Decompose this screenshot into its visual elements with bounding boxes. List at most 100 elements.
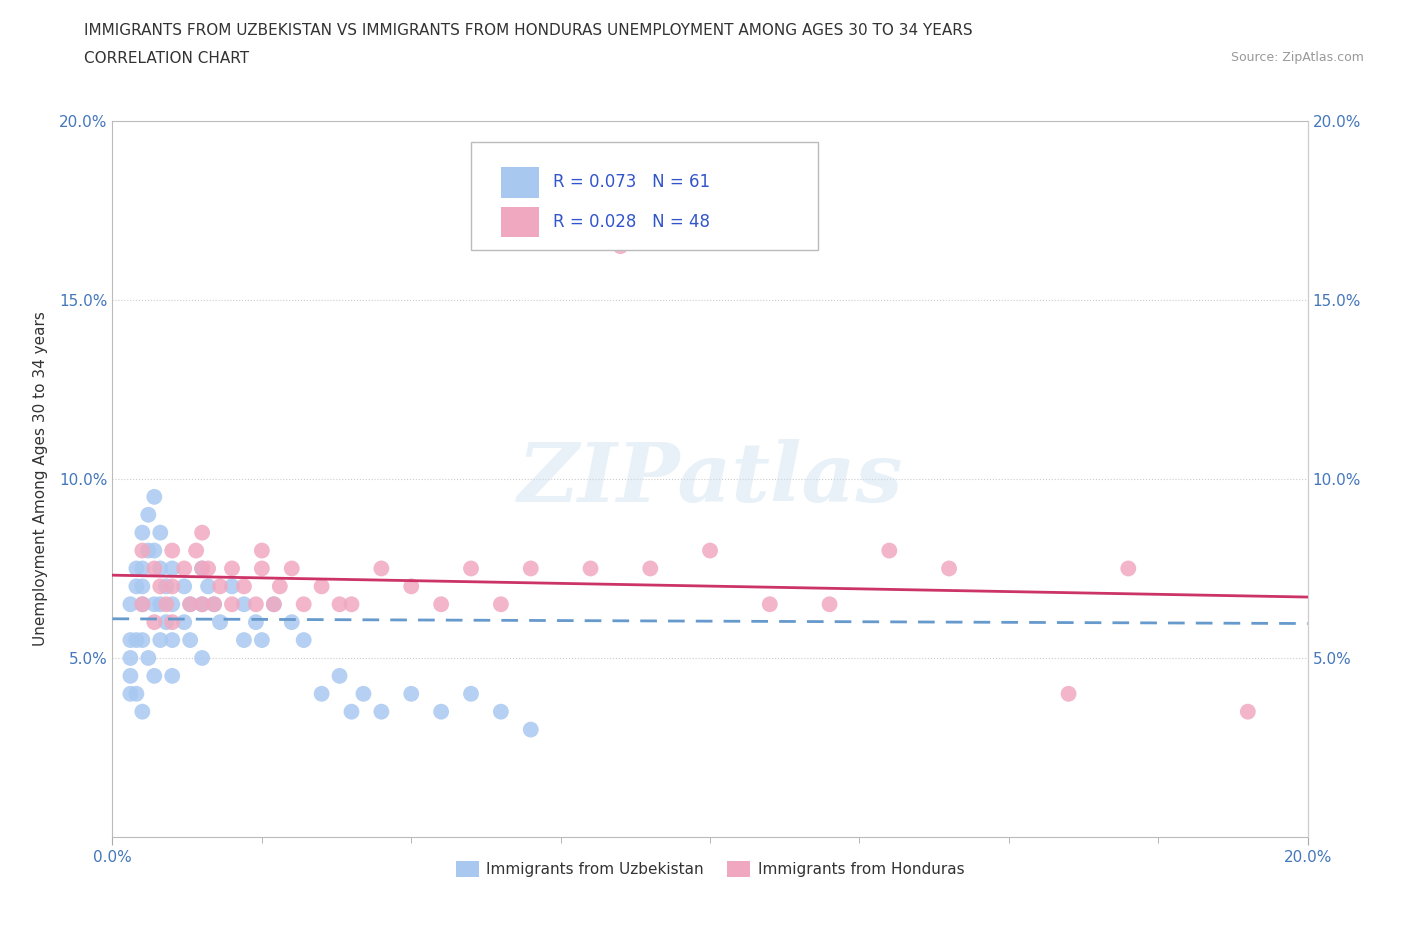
Point [120, 597, 142, 612]
Point [125, 578, 148, 594]
Point [430, 597, 453, 612]
Point [138, 508, 160, 523]
Text: IMMIGRANTS FROM UZBEKISTAN VS IMMIGRANTS FROM HONDURAS UNEMPLOYMENT AMONG AGES 3: IMMIGRANTS FROM UZBEKISTAN VS IMMIGRANTS… [84, 23, 973, 38]
Point [143, 615, 166, 630]
Point [173, 561, 195, 576]
Point [162, 632, 183, 647]
Point [329, 597, 352, 612]
Point [340, 597, 363, 612]
Point [131, 561, 153, 576]
Point [489, 704, 512, 719]
Point [149, 597, 172, 612]
Point [186, 543, 208, 558]
Point [138, 651, 160, 666]
Point [162, 543, 183, 558]
Point [173, 578, 195, 594]
Point [221, 597, 243, 612]
Point [202, 597, 225, 612]
Point [520, 722, 543, 737]
Point [250, 543, 273, 558]
Point [191, 561, 214, 576]
Point [818, 597, 841, 612]
Point [120, 669, 142, 684]
FancyBboxPatch shape [501, 167, 538, 197]
Point [125, 561, 148, 576]
Point [233, 578, 256, 594]
Text: ZIPatlas: ZIPatlas [517, 439, 903, 519]
Point [125, 632, 148, 647]
Point [143, 597, 166, 612]
Point [120, 632, 142, 647]
Point [155, 597, 177, 612]
Point [197, 561, 219, 576]
Point [131, 632, 153, 647]
Point [460, 686, 482, 701]
Point [353, 686, 375, 701]
Point [197, 578, 219, 594]
Point [233, 597, 256, 612]
Point [370, 561, 392, 576]
Y-axis label: Unemployment Among Ages 30 to 34 years: Unemployment Among Ages 30 to 34 years [34, 312, 48, 646]
Point [221, 561, 243, 576]
Point [640, 185, 662, 200]
Point [162, 669, 183, 684]
Point [191, 597, 214, 612]
Point [209, 578, 232, 594]
Point [131, 578, 153, 594]
Point [520, 561, 543, 576]
Point [149, 561, 172, 576]
Point [179, 597, 201, 612]
Point [370, 704, 392, 719]
Text: R = 0.073   N = 61: R = 0.073 N = 61 [554, 174, 710, 192]
Point [1057, 686, 1080, 701]
Point [162, 561, 183, 576]
Point [191, 597, 214, 612]
Point [263, 597, 285, 612]
Point [579, 561, 602, 576]
Point [263, 597, 285, 612]
Point [221, 578, 243, 594]
Text: CORRELATION CHART: CORRELATION CHART [84, 51, 249, 66]
Point [191, 651, 214, 666]
Point [191, 561, 214, 576]
Point [120, 651, 142, 666]
Point [191, 525, 214, 540]
Point [292, 597, 315, 612]
Point [329, 669, 352, 684]
Point [460, 561, 482, 576]
Point [138, 543, 160, 558]
Point [131, 543, 153, 558]
Point [938, 561, 960, 576]
Text: Source: ZipAtlas.com: Source: ZipAtlas.com [1230, 51, 1364, 64]
FancyBboxPatch shape [471, 142, 818, 250]
Point [131, 597, 153, 612]
Legend: Immigrants from Uzbekistan, Immigrants from Honduras: Immigrants from Uzbekistan, Immigrants f… [450, 855, 970, 884]
Point [281, 615, 304, 630]
Point [401, 686, 423, 701]
Point [281, 561, 304, 576]
Point [131, 525, 153, 540]
Point [125, 686, 148, 701]
Point [162, 578, 183, 594]
Point [173, 615, 195, 630]
Point [245, 615, 267, 630]
Point [155, 615, 177, 630]
Point [311, 686, 333, 701]
Point [250, 632, 273, 647]
Point [162, 597, 183, 612]
Point [131, 704, 153, 719]
Point [699, 543, 721, 558]
Point [401, 578, 423, 594]
Point [162, 615, 183, 630]
Point [143, 561, 166, 576]
Point [143, 543, 166, 558]
Point [120, 686, 142, 701]
Point [311, 578, 333, 594]
Point [155, 578, 177, 594]
Point [1237, 704, 1260, 719]
Point [179, 597, 201, 612]
FancyBboxPatch shape [501, 206, 538, 237]
Point [202, 597, 225, 612]
Point [149, 578, 172, 594]
Point [430, 704, 453, 719]
